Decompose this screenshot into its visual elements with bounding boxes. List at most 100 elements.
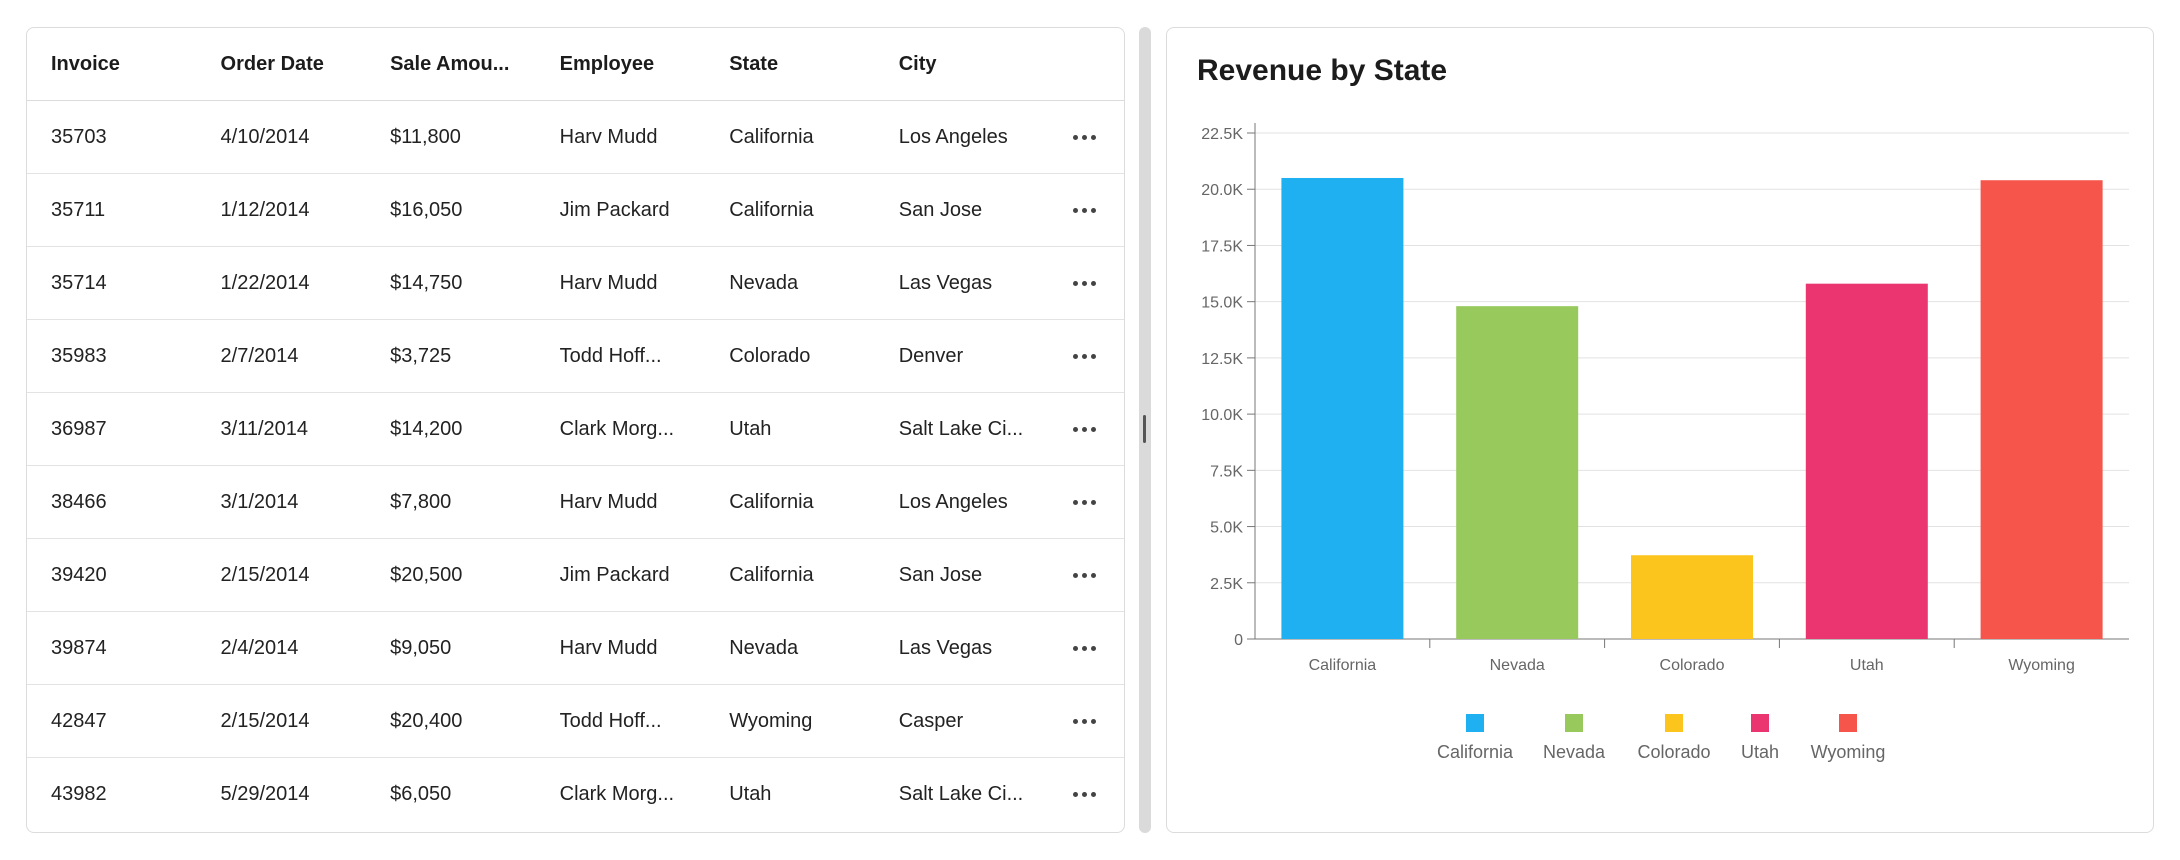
cell-sale-amount: $6,050	[390, 783, 452, 805]
cell-state: Nevada	[729, 271, 799, 294]
column-header-employee[interactable]: Employee	[559, 52, 655, 75]
y-tick-label: 10.0K	[1201, 407, 1243, 424]
cell-invoice: 35714	[51, 271, 107, 294]
table-row[interactable]: 39420 2/15/2014 $20,500 Jim Packard Californ…	[27, 539, 1124, 612]
table-row[interactable]: 36987 3/11/2014 $14,200 Clark Morg... Utah Sa…	[27, 393, 1124, 466]
chart-panel: Revenue by State 0 2.5K 5.0K 7.5K 10.0K 12.5K…	[1166, 27, 2154, 833]
legend-item-california[interactable]: California	[1437, 714, 1514, 762]
cell-invoice: 39874	[51, 636, 107, 659]
cell-order-date: 3/11/2014	[220, 417, 309, 440]
cell-order-date: 2/4/2014	[220, 636, 299, 659]
cell-state: California	[729, 563, 814, 586]
bar-california	[1281, 177, 1404, 639]
cell-employee: Jim Packard	[559, 198, 670, 221]
cell-invoice: 42847	[51, 709, 107, 732]
table-row[interactable]: 35983 2/7/2014 $3,725 Todd Hoff... Colorado D…	[27, 320, 1124, 393]
x-tick-label: Utah	[1850, 657, 1884, 674]
chart-title: Revenue by State	[1197, 54, 1448, 87]
table-row[interactable]: 35703 4/10/2014 $11,800 Harv Mudd California…	[27, 101, 1124, 174]
cell-sale-amount: $14,750	[390, 271, 463, 294]
row-menu-button[interactable]	[1044, 426, 1124, 432]
cell-state: Utah	[729, 783, 772, 805]
legend-swatch	[1565, 714, 1583, 732]
legend-item-nevada[interactable]: Nevada	[1543, 714, 1606, 762]
y-tick-label: 20.0K	[1201, 182, 1243, 199]
table-row[interactable]: 35711 1/12/2014 $16,050 Jim Packard Californ…	[27, 174, 1124, 247]
row-menu-button[interactable]	[1044, 207, 1124, 213]
row-menu-button[interactable]	[1044, 280, 1124, 286]
more-horizontal-icon	[1072, 645, 1096, 651]
cell-invoice: 36987	[51, 417, 107, 440]
row-menu-button[interactable]	[1044, 718, 1124, 724]
table-row[interactable]: 43982 5/29/2014 $6,050 Clark Morg... Utah Sal…	[27, 758, 1124, 831]
cell-sale-amount: $14,200	[390, 417, 463, 440]
cell-sale-amount: $20,400	[390, 709, 463, 732]
cell-sale-amount: $7,800	[390, 490, 452, 513]
table-row[interactable]: 35714 1/22/2014 $14,750 Harv Mudd Nevada Las …	[27, 247, 1124, 320]
cell-sale-amount: $20,500	[390, 563, 463, 586]
cell-city: Los Angeles	[898, 125, 1008, 148]
column-header-invoice[interactable]: Invoice	[51, 52, 120, 75]
y-tick-label: 7.5K	[1210, 463, 1243, 480]
legend-item-utah[interactable]: Utah	[1741, 714, 1779, 762]
cell-city: Las Vegas	[898, 271, 993, 294]
data-grid: Invoice Order Date Sale Amou... Employee Sta…	[26, 27, 1125, 833]
more-horizontal-icon	[1072, 426, 1096, 432]
cell-employee: Todd Hoff...	[559, 344, 662, 367]
cell-sale-amount: $11,800	[390, 125, 461, 148]
legend-label: California	[1437, 742, 1514, 762]
cell-employee: Harv Mudd	[559, 271, 658, 294]
cell-invoice: 35983	[51, 344, 107, 367]
cell-employee: Harv Mudd	[559, 125, 658, 148]
cell-employee: Clark Morg...	[559, 417, 675, 440]
row-menu-button[interactable]	[1044, 792, 1124, 797]
bar-nevada	[1456, 306, 1579, 639]
cell-city: Casper	[898, 709, 964, 732]
cell-employee: Todd Hoff...	[559, 709, 662, 732]
y-tick-label: 12.5K	[1201, 351, 1243, 368]
cell-invoice: 35711	[51, 198, 106, 221]
y-tick-label: 15.0K	[1201, 295, 1243, 312]
cell-state: California	[729, 125, 814, 148]
row-menu-button[interactable]	[1044, 134, 1124, 140]
cell-invoice: 43982	[51, 783, 107, 805]
cell-order-date: 1/12/2014	[220, 198, 310, 221]
cell-order-date: 4/10/2014	[220, 125, 310, 148]
cell-order-date: 3/1/2014	[220, 490, 299, 513]
row-menu-button[interactable]	[1044, 353, 1124, 359]
column-header-city[interactable]: City	[898, 52, 937, 75]
splitter-grip-icon[interactable]	[1143, 415, 1146, 443]
column-header-sale-amount[interactable]: Sale Amou...	[390, 52, 510, 75]
row-menu-button[interactable]	[1044, 645, 1124, 651]
grid-body: 35703 4/10/2014 $11,800 Harv Mudd California…	[27, 101, 1124, 831]
more-horizontal-icon	[1072, 207, 1096, 213]
cell-order-date: 2/15/2014	[220, 709, 310, 732]
cell-order-date: 5/29/2014	[220, 783, 310, 805]
cell-invoice: 35703	[51, 125, 107, 148]
cell-city: Salt Lake Ci...	[898, 417, 1024, 440]
cell-invoice: 38466	[51, 490, 107, 513]
cell-state: California	[729, 198, 814, 221]
legend-swatch	[1466, 714, 1484, 732]
panel-splitter[interactable]	[1139, 27, 1151, 833]
legend-label: Colorado	[1637, 742, 1710, 762]
table-row[interactable]: 42847 2/15/2014 $20,400 Todd Hoff... Wyoming…	[27, 685, 1124, 758]
column-header-order-date[interactable]: Order Date	[220, 52, 324, 75]
row-menu-button[interactable]	[1044, 572, 1124, 578]
more-horizontal-icon	[1072, 353, 1096, 359]
table-row[interactable]: 39874 2/4/2014 $9,050 Harv Mudd Nevada Las Ve…	[27, 612, 1124, 685]
cell-state: Colorado	[729, 344, 811, 367]
y-tick-label: 5.0K	[1210, 520, 1243, 537]
legend-item-wyoming[interactable]: Wyoming	[1811, 714, 1886, 762]
cell-city: San Jose	[898, 198, 983, 221]
grid-header: Invoice Order Date Sale Amou... Employee Sta…	[27, 28, 1124, 101]
x-tick-label: Colorado	[1660, 657, 1725, 674]
legend-item-colorado[interactable]: Colorado	[1637, 714, 1711, 762]
table-row[interactable]: 38466 3/1/2014 $7,800 Harv Mudd California Lo…	[27, 466, 1124, 539]
more-horizontal-icon	[1072, 134, 1096, 140]
legend-label: Nevada	[1543, 742, 1606, 762]
legend-swatch	[1839, 714, 1857, 732]
column-header-state[interactable]: State	[729, 52, 779, 75]
cell-employee: Harv Mudd	[559, 636, 658, 659]
row-menu-button[interactable]	[1044, 499, 1124, 505]
